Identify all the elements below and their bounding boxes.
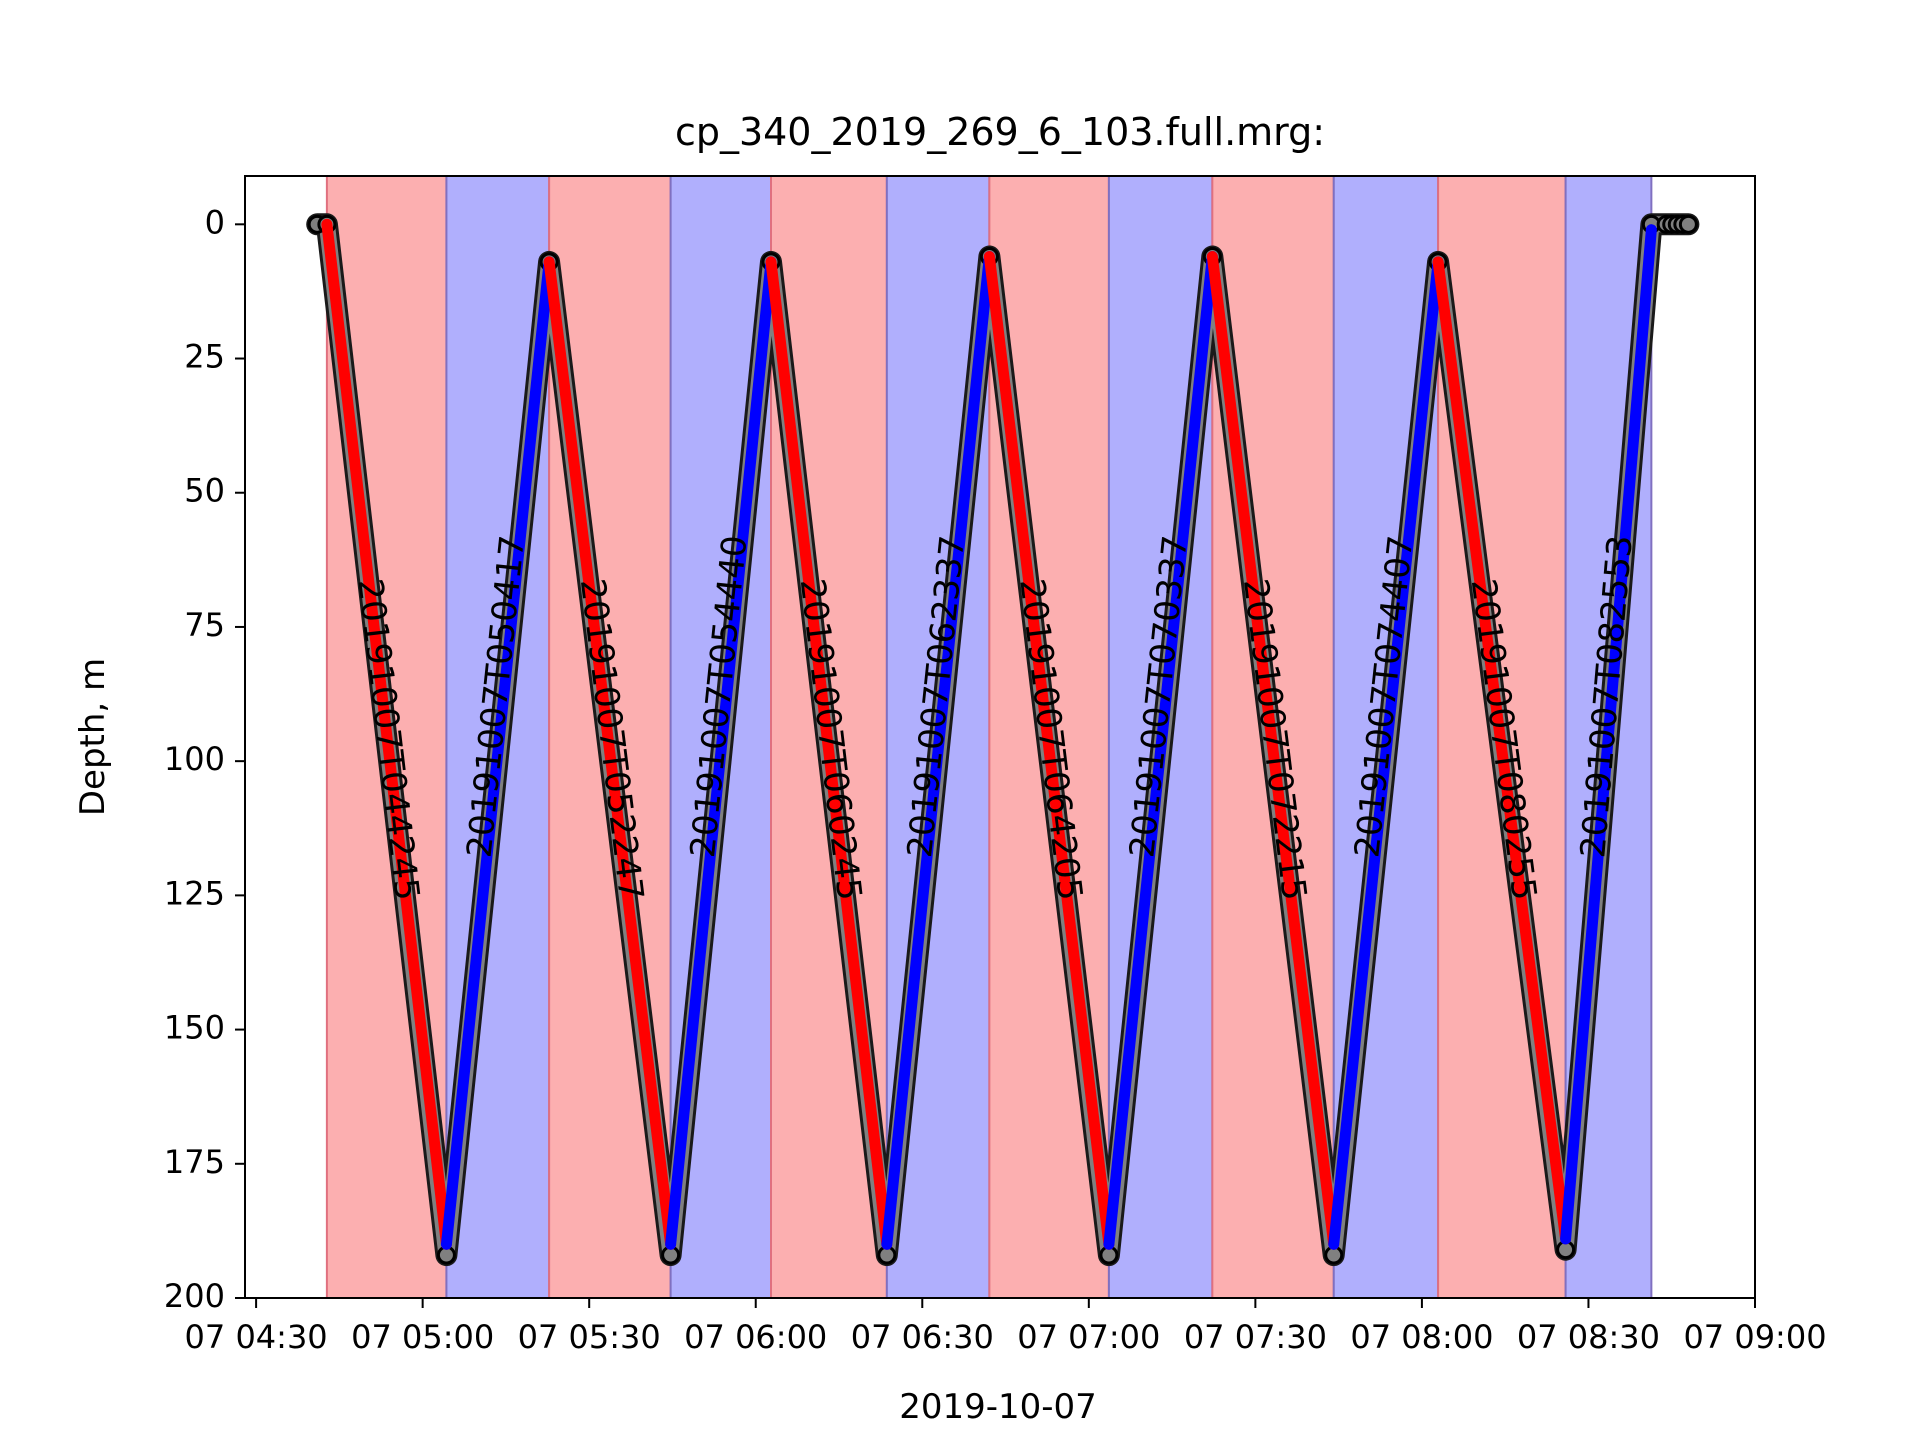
x-tick-label: 07 09:00	[1683, 1318, 1826, 1356]
profile-line-up	[1328, 256, 1444, 1250]
profile-line-up	[440, 256, 555, 1250]
y-tick-label: 200	[164, 1277, 225, 1315]
profile-line-down	[1432, 256, 1572, 1245]
profile-line-down	[543, 256, 677, 1250]
profile-line-down	[321, 218, 452, 1250]
profile-series	[321, 218, 1657, 1250]
x-tick-label: 07 08:30	[1517, 1318, 1660, 1356]
chart-title: cp_340_2019_269_6_103.full.mrg:	[675, 110, 1325, 154]
x-axis: 07 04:30 07 05:00 07 05:30 07 06:00 07 06:30…	[185, 1298, 1827, 1356]
x-tick-label: 07 07:00	[1017, 1318, 1160, 1356]
y-axis-label: Depth, m	[73, 658, 113, 816]
x-tick-label: 07 06:00	[684, 1318, 827, 1356]
x-tick-label: 07 06:30	[851, 1318, 994, 1356]
plot-frame	[244, 175, 1756, 1299]
y-tick-label: 150	[164, 1009, 225, 1047]
x-tick-label: 07 05:30	[518, 1318, 661, 1356]
y-tick-label: 0	[205, 203, 225, 241]
y-tick-label: 50	[184, 472, 225, 510]
y-tick-label: 75	[184, 606, 225, 644]
profile-line-up	[665, 256, 777, 1250]
y-tick-label: 125	[164, 874, 225, 912]
profile-line-down	[765, 256, 893, 1250]
y-axis: 0 25 50 75 100 125 150 175 200	[164, 203, 245, 1315]
profile-line-up	[881, 251, 995, 1250]
profile-line-up	[1560, 224, 1657, 1245]
x-axis-label: 2019-10-07	[899, 1387, 1097, 1427]
x-tick-label: 07 05:00	[351, 1318, 494, 1356]
x-tick-label: 07 07:30	[1184, 1318, 1327, 1356]
raw-point	[1678, 214, 1698, 234]
y-tick-label: 25	[184, 338, 225, 376]
profile-line-up	[1103, 251, 1218, 1250]
x-tick-label: 07 08:00	[1350, 1318, 1493, 1356]
y-tick-label: 100	[164, 740, 225, 778]
x-tick-label: 07 04:30	[185, 1318, 328, 1356]
y-tick-label: 175	[164, 1143, 225, 1181]
profile-line-down	[1206, 251, 1340, 1250]
profile-line-down	[983, 251, 1115, 1250]
